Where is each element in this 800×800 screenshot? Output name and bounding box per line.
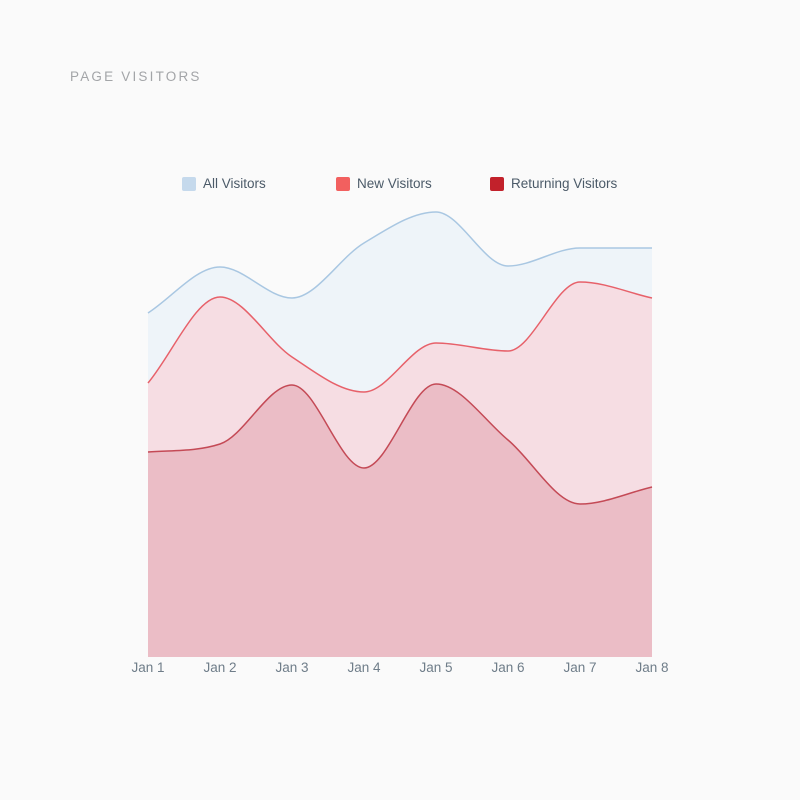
chart-title: PAGE VISITORS [70,69,202,84]
x-axis-label-jan-4: Jan 4 [347,660,381,675]
x-axis-label-jan-5: Jan 5 [419,660,453,675]
series-area-returning-visitors [148,384,652,657]
legend: All Visitors New Visitors Returning Visito… [182,176,644,191]
x-axis-label-jan-3: Jan 3 [275,660,309,675]
legend-item-returning-visitors[interactable]: Returning Visitors [490,176,644,191]
x-axis-label-jan-6: Jan 6 [491,660,525,675]
legend-label-all-visitors: All Visitors [203,176,266,191]
legend-label-new-visitors: New Visitors [357,176,432,191]
legend-item-new-visitors[interactable]: New Visitors [336,176,490,191]
series-line-all-visitors [147,211,652,314]
x-axis-label-jan-7: Jan 7 [563,660,597,675]
series-line-returning-visitors [147,383,653,505]
legend-label-returning-visitors: Returning Visitors [511,176,618,191]
legend-item-all-visitors[interactable]: All Visitors [182,176,336,191]
x-axis-label-jan-8: Jan 8 [635,660,669,675]
x-axis-label-jan-1: Jan 1 [131,660,165,675]
legend-swatch-all-visitors [182,176,196,191]
x-axis-label-jan-2: Jan 2 [203,660,237,675]
series-line-new-visitors [147,281,653,393]
legend-swatch-new-visitors [336,176,350,191]
legend-swatch-returning-visitors [490,176,504,191]
